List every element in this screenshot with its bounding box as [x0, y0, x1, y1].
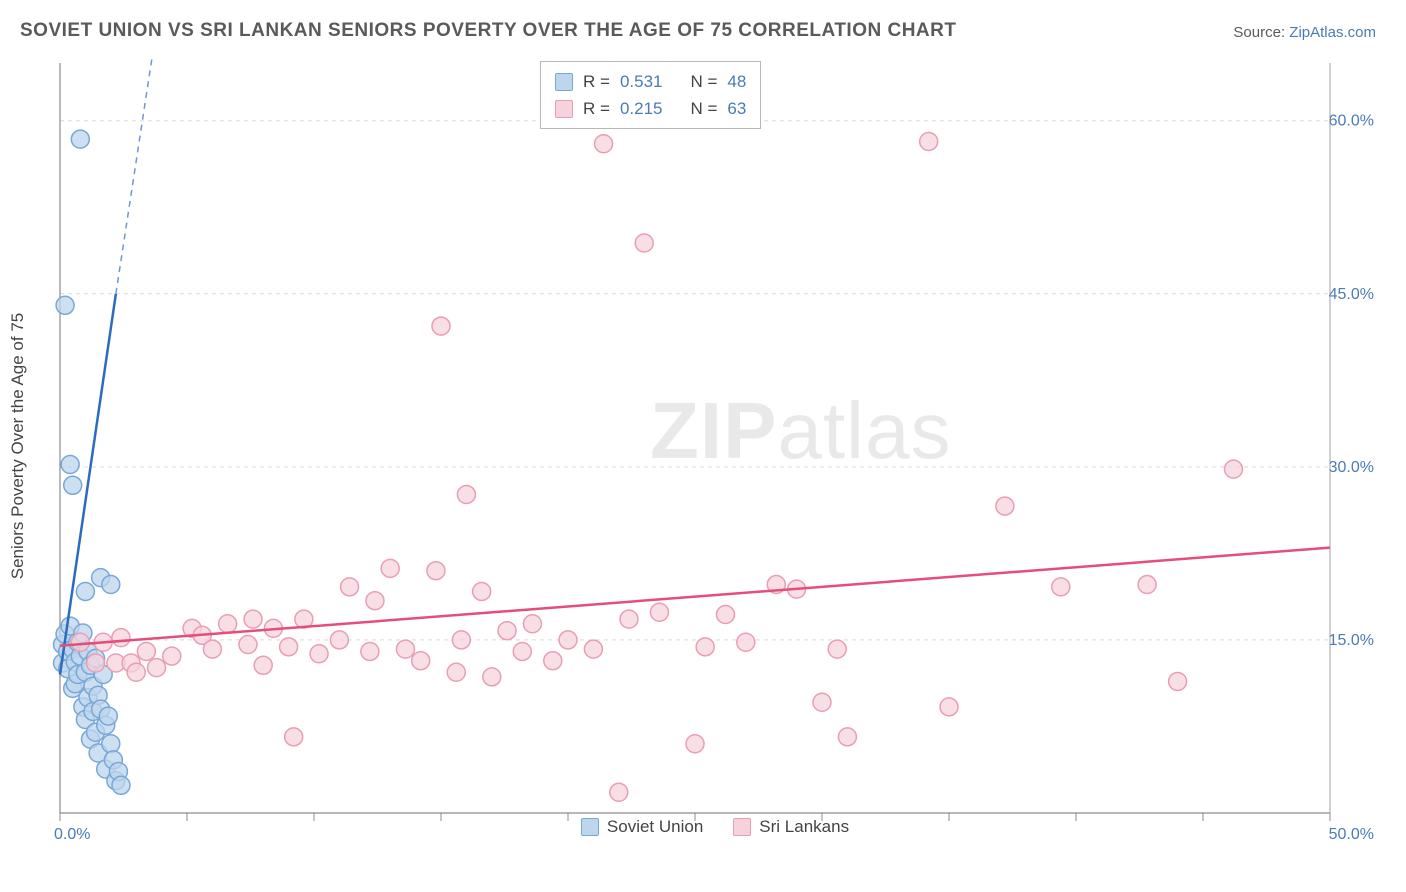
- r-value: 0.531: [620, 68, 663, 95]
- legend-swatch: [555, 100, 573, 118]
- source-attribution: Source: ZipAtlas.com: [1233, 24, 1376, 41]
- source-link[interactable]: ZipAtlas.com: [1289, 24, 1376, 41]
- n-label: N =: [690, 68, 717, 95]
- legend-swatch: [733, 818, 751, 836]
- n-value: 48: [727, 68, 746, 95]
- svg-text:15.0%: 15.0%: [1329, 632, 1374, 649]
- scatter-chart-svg: 15.0%30.0%45.0%60.0%0.0%50.0%: [50, 55, 1380, 845]
- stats-legend-row: R = 0.215 N = 63: [555, 95, 746, 122]
- series-legend-item: Sri Lankans: [733, 817, 849, 837]
- chart-title: SOVIET UNION VS SRI LANKAN SENIORS POVER…: [20, 20, 956, 42]
- r-label: R =: [583, 95, 610, 122]
- svg-text:45.0%: 45.0%: [1329, 286, 1374, 303]
- series-name: Sri Lankans: [759, 817, 849, 837]
- legend-swatch: [581, 818, 599, 836]
- source-prefix: Source:: [1233, 24, 1289, 41]
- series-name: Soviet Union: [607, 817, 703, 837]
- chart-area: 15.0%30.0%45.0%60.0%0.0%50.0% ZIPatlas R…: [50, 55, 1380, 845]
- n-value: 63: [727, 95, 746, 122]
- r-label: R =: [583, 68, 610, 95]
- r-value: 0.215: [620, 95, 663, 122]
- series-legend-item: Soviet Union: [581, 817, 703, 837]
- series-legend: Soviet Union Sri Lankans: [50, 817, 1380, 837]
- y-axis-label: Seniors Poverty Over the Age of 75: [8, 313, 28, 579]
- n-label: N =: [690, 95, 717, 122]
- legend-swatch: [555, 73, 573, 91]
- stats-legend: R = 0.531 N = 48 R = 0.215 N = 63: [540, 61, 761, 129]
- svg-text:30.0%: 30.0%: [1329, 459, 1374, 476]
- svg-text:60.0%: 60.0%: [1329, 113, 1374, 130]
- stats-legend-row: R = 0.531 N = 48: [555, 68, 746, 95]
